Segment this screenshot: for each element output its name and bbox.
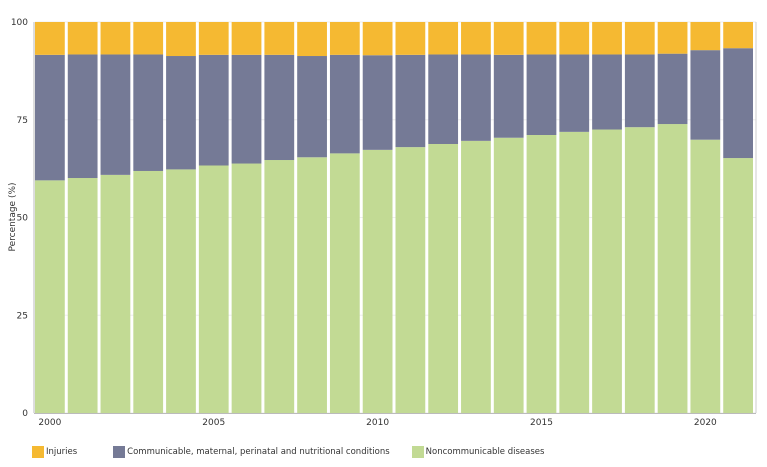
bar-segment: 2020 – Injuries: 7.2% <box>690 22 721 51</box>
bar-segment: 2007 – Injuries: 8.4% <box>264 22 295 55</box>
x-tick-label: 2015 <box>530 418 553 428</box>
legend-label: Noncommunicable diseases <box>425 447 545 457</box>
legend-label: Injuries <box>46 447 78 457</box>
bar-segment: 2008 – Communicable, maternal, perinatal… <box>297 56 327 158</box>
bar-segment: 2020 – Noncommunicable diseases: 69.9% <box>690 139 721 414</box>
legend-item-noncommunicable: Noncommunicable diseases <box>411 446 545 458</box>
bar-segment: 2001 – Injuries: 8.3% <box>67 22 98 55</box>
bar-segment: 2017 – Noncommunicable diseases: 72.5% <box>592 129 622 413</box>
legend-swatch <box>32 446 44 458</box>
bar-segment: 2016 – Noncommunicable diseases: 71.9% <box>559 131 590 413</box>
bar-segment: 2018 – Injuries: 8.3% <box>624 22 655 55</box>
bar-segment: 2006 – Injuries: 8.4% <box>231 22 262 55</box>
bar-segment: 2008 – Noncommunicable diseases: 65.4% <box>297 157 327 413</box>
y-tick-label: 0 <box>22 409 28 419</box>
bars: 2000 – Noncommunicable diseases: 59.5%20… <box>35 22 753 414</box>
y-axis-title: Percentage (%) <box>8 182 18 251</box>
bar-segment: 2000 – Injuries: 8.4% <box>35 22 65 55</box>
bar-segment: 2008 – Injuries: 8.7% <box>297 22 327 57</box>
x-tick-labels: 2000 2005 2010 2015 2020 <box>38 418 717 428</box>
bar-segment: 2007 – Noncommunicable diseases: 64.7% <box>264 160 295 413</box>
bar-segment: 2020 – Communicable, maternal, perinatal… <box>690 50 721 140</box>
bar-segment: 2009 – Noncommunicable diseases: 66.4% <box>329 153 360 413</box>
bar-segment: 2013 – Injuries: 8.3% <box>461 22 491 55</box>
bar-segment: 2001 – Communicable, maternal, perinatal… <box>67 54 98 179</box>
y-tick-label: 100 <box>11 18 28 28</box>
y-tick-label: 25 <box>17 311 28 321</box>
axes <box>33 22 757 414</box>
x-tick-label: 2000 <box>38 418 61 428</box>
bar-segment: 2002 – Injuries: 8.3% <box>100 22 131 55</box>
bar-segment: 2019 – Communicable, maternal, perinatal… <box>657 53 688 125</box>
bar-segment: 2006 – Noncommunicable diseases: 63.8% <box>231 163 262 413</box>
bar-segment: 2004 – Noncommunicable diseases: 62.3% <box>166 169 196 413</box>
bar-segment: 2009 – Injuries: 8.4% <box>329 22 360 55</box>
legend-item-injuries: Injuries <box>32 446 77 458</box>
y-tick-label: 50 <box>17 214 29 224</box>
bar-segment: 2003 – Communicable, maternal, perinatal… <box>133 54 164 171</box>
y-tick-label: 75 <box>17 116 28 126</box>
bar-segment: 2006 – Communicable, maternal, perinatal… <box>231 54 262 164</box>
bar-segment: 2014 – Injuries: 8.4% <box>493 22 524 55</box>
bar-segment: 2002 – Noncommunicable diseases: 60.9% <box>100 174 131 413</box>
bar-segment: 2014 – Communicable, maternal, perinatal… <box>493 54 524 138</box>
bar-segment: 2012 – Communicable, maternal, perinatal… <box>428 54 459 144</box>
bar-segment: 2017 – Communicable, maternal, perinatal… <box>592 54 622 130</box>
bar-segment: 2012 – Injuries: 8.3% <box>428 22 459 55</box>
bar-segment: 2005 – Injuries: 8.4% <box>198 22 229 55</box>
y-tick-labels: 0 25 50 75 100 <box>11 18 28 419</box>
bar-segment: 2010 – Communicable, maternal, perinatal… <box>362 55 393 150</box>
bar-segment: 2016 – Communicable, maternal, perinatal… <box>559 54 590 132</box>
bar-segment: 2004 – Injuries: 8.7% <box>166 22 196 57</box>
bar-segment: 2012 – Noncommunicable diseases: 68.8% <box>428 143 459 413</box>
x-tick-label: 2010 <box>366 418 389 428</box>
bar-segment: 2019 – Injuries: 8.1% <box>657 22 688 54</box>
legend-label: Communicable, maternal, perinatal and nu… <box>127 447 390 457</box>
bar-segment: 2002 – Communicable, maternal, perinatal… <box>100 54 131 175</box>
bar-segment: 2018 – Communicable, maternal, perinatal… <box>624 54 655 128</box>
bar-segment: 2021 – Communicable, maternal, perinatal… <box>723 48 753 159</box>
bar-segment: 2019 – Noncommunicable diseases: 73.9% <box>657 124 688 414</box>
bar-segment: 2013 – Communicable, maternal, perinatal… <box>461 54 491 141</box>
x-tick-label: 2005 <box>202 418 225 428</box>
bar-segment: 2004 – Communicable, maternal, perinatal… <box>166 56 196 170</box>
bar-segment: 2009 – Communicable, maternal, perinatal… <box>329 54 360 154</box>
bar-segment: 2018 – Noncommunicable diseases: 73.1% <box>624 127 655 413</box>
bar-segment: 2000 – Noncommunicable diseases: 59.5% <box>35 180 65 413</box>
bar-segment: 2003 – Injuries: 8.3% <box>133 22 164 55</box>
bar-segment: 2021 – Injuries: 6.7% <box>723 22 753 49</box>
bar-segment: 2017 – Injuries: 8.3% <box>592 22 622 55</box>
bar-segment: 2014 – Noncommunicable diseases: 70.4% <box>493 137 524 413</box>
bar-segment: 2011 – Communicable, maternal, perinatal… <box>395 54 426 148</box>
bar-segment: 2013 – Noncommunicable diseases: 69.6% <box>461 140 491 413</box>
bar-segment: 2010 – Noncommunicable diseases: 67.3% <box>362 149 393 413</box>
bar-segment: 2007 – Communicable, maternal, perinatal… <box>264 54 295 161</box>
bar-segment: 2003 – Noncommunicable diseases: 61.9% <box>133 170 164 413</box>
legend-item-communicable: Communicable, maternal, perinatal and nu… <box>113 446 390 458</box>
bar-segment: 2015 – Noncommunicable diseases: 71.1% <box>526 134 557 413</box>
bar-segment: 2011 – Injuries: 8.4% <box>395 22 426 55</box>
bar-segment: 2005 – Noncommunicable diseases: 63.3% <box>198 165 229 413</box>
legend: Injuries Communicable, maternal, perinat… <box>32 446 562 458</box>
x-tick-label: 2020 <box>694 418 717 428</box>
bar-segment: 2015 – Communicable, maternal, perinatal… <box>526 54 557 135</box>
bar-segment: 2000 – Communicable, maternal, perinatal… <box>35 54 65 181</box>
bar-segment: 2021 – Noncommunicable diseases: 65.2% <box>723 158 753 413</box>
legend-swatch <box>113 446 126 458</box>
bar-segment: 2010 – Injuries: 8.5% <box>362 22 393 56</box>
bar-segment: 2015 – Injuries: 8.3% <box>526 22 557 55</box>
bar-segment: 2005 – Communicable, maternal, perinatal… <box>198 54 229 166</box>
legend-swatch <box>411 446 424 458</box>
bar-segment: 2001 – Noncommunicable diseases: 60.1% <box>67 178 98 413</box>
bar-segment: 2016 – Injuries: 8.3% <box>559 22 590 55</box>
bar-segment: 2011 – Noncommunicable diseases: 68% <box>395 147 426 413</box>
